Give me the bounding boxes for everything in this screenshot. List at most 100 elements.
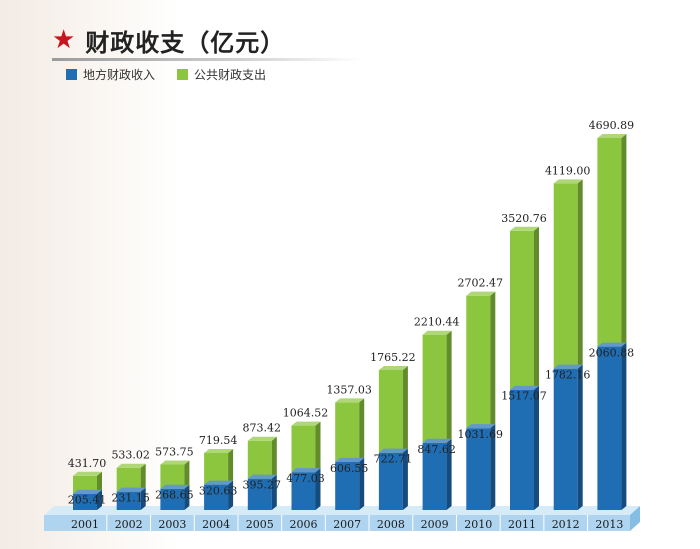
- bar-public-expenditure-2010-side: [490, 291, 496, 429]
- bar-local-revenue-2008-top: [378, 448, 408, 453]
- x-tick-2008: 2008: [377, 518, 405, 531]
- bar-public-expenditure-2013-front: [597, 138, 622, 347]
- label-public-expenditure-2008: 1765.22: [370, 351, 416, 364]
- bar-local-revenue-2011-side: [534, 385, 539, 510]
- axis-band: [44, 515, 630, 531]
- label-public-expenditure-2007: 1357.03: [326, 383, 372, 396]
- bar-local-revenue-2011-front: [510, 389, 534, 510]
- bar-local-revenue-2004-top: [204, 480, 234, 485]
- bar-public-expenditure-2003-top: [160, 460, 190, 465]
- bar-local-revenue-2004-side: [228, 480, 234, 510]
- bar-local-revenue-2001-side: [97, 489, 102, 510]
- label-public-expenditure-2006: 1064.52: [283, 407, 329, 420]
- bar-local-revenue-2008-side: [402, 448, 408, 510]
- bar-public-expenditure-2012-side: [577, 179, 583, 369]
- bar-public-expenditure-2010-front: [466, 295, 491, 429]
- bar-public-expenditure-2009-top: [422, 330, 452, 335]
- x-tick-2005: 2005: [246, 518, 274, 531]
- bar-local-revenue-2010-front: [466, 428, 491, 510]
- bar-public-expenditure-2001-top: [73, 471, 102, 476]
- bar-public-expenditure-2002-front: [116, 467, 141, 492]
- bar-public-expenditure-2004-top: [204, 448, 234, 453]
- bar-local-revenue-2006-side: [315, 468, 321, 510]
- bar-public-expenditure-2006-front: [291, 425, 316, 473]
- bar-public-expenditure-2006-side: [315, 421, 321, 473]
- axis-band-side: [630, 506, 640, 531]
- x-tick-2012: 2012: [552, 518, 580, 531]
- chart-header: ★ 财政收支（亿元）: [52, 20, 285, 60]
- bar-local-revenue-2003-top: [160, 484, 190, 489]
- label-local-revenue-2012: 1782.16: [545, 369, 591, 382]
- bar-local-revenue-2009-front: [422, 442, 447, 510]
- legend-swatch-public-expenditure: [177, 69, 189, 80]
- label-public-expenditure-2004: 719.54: [199, 434, 238, 447]
- label-public-expenditure-2011: 3520.76: [501, 212, 547, 225]
- label-local-revenue-2010: 1031.69: [458, 428, 504, 441]
- bar-public-expenditure-2012-front: [553, 183, 578, 369]
- bar-public-expenditure-2001-front: [73, 475, 97, 494]
- bar-local-revenue-2006-top: [291, 468, 321, 473]
- bar-public-expenditure-2011-side: [534, 226, 539, 390]
- legend-item-public-expenditure: 公共财政支出: [177, 66, 266, 83]
- label-public-expenditure-2005: 873.42: [243, 422, 282, 435]
- bar-public-expenditure-2012-top: [553, 179, 583, 184]
- label-local-revenue-2005: 395.27: [243, 479, 282, 492]
- label-local-revenue-2003: 268.65: [155, 489, 194, 502]
- bar-local-revenue-2009-top: [422, 438, 452, 443]
- label-local-revenue-2002: 231.15: [111, 492, 150, 505]
- title-underline: [52, 58, 362, 61]
- bar-local-revenue-2013-front: [597, 346, 622, 510]
- bar-local-revenue-2011-top: [510, 385, 539, 390]
- bar-public-expenditure-2002-top: [116, 463, 146, 468]
- x-tick-2004: 2004: [202, 518, 230, 531]
- background-wash: [0, 0, 180, 549]
- bar-public-expenditure-2004-side: [228, 448, 234, 485]
- x-tick-2013: 2013: [595, 518, 623, 531]
- bar-public-expenditure-2011-front: [510, 230, 534, 390]
- bar-public-expenditure-2008-side: [402, 366, 408, 453]
- bar-public-expenditure-2005-side: [271, 436, 277, 479]
- bar-public-expenditure-2013-side: [621, 134, 627, 347]
- bar-local-revenue-2013-side: [621, 342, 627, 510]
- bar-local-revenue-2005-side: [271, 474, 277, 510]
- legend-label-local-revenue: 地方财政收入: [83, 68, 156, 82]
- bar-local-revenue-2012-front: [553, 368, 578, 510]
- chart-title: 财政收支（亿元）: [85, 28, 286, 57]
- bar-local-revenue-2002-front: [116, 491, 141, 510]
- chart-legend: 地方财政收入 公共财政支出: [66, 66, 288, 83]
- x-tick-2002: 2002: [115, 518, 143, 531]
- label-local-revenue-2001: 205.41: [68, 494, 107, 507]
- bar-public-expenditure-2003-side: [184, 460, 190, 489]
- label-public-expenditure-2003: 573.75: [155, 446, 194, 459]
- bar-public-expenditure-2007-top: [335, 398, 365, 403]
- x-tick-2006: 2006: [290, 518, 318, 531]
- label-local-revenue-2013: 2060.88: [589, 347, 635, 360]
- legend-label-public-expenditure: 公共财政支出: [194, 68, 267, 82]
- bar-public-expenditure-2007-front: [335, 402, 360, 462]
- bar-public-expenditure-2004-front: [204, 452, 229, 485]
- bar-local-revenue-2006-front: [291, 472, 316, 510]
- x-tick-2011: 2011: [508, 518, 536, 531]
- x-tick-2007: 2007: [333, 518, 361, 531]
- bar-public-expenditure-2008-top: [378, 366, 408, 371]
- bar-local-revenue-2002-side: [140, 487, 146, 510]
- bar-local-revenue-2007-top: [335, 457, 365, 462]
- bar-local-revenue-2001-front: [73, 493, 97, 510]
- bar-public-expenditure-2013-top: [597, 134, 627, 138]
- star-icon: ★: [52, 25, 76, 55]
- bar-local-revenue-2005-top: [247, 474, 277, 479]
- x-tick-2009: 2009: [421, 518, 449, 531]
- bar-public-expenditure-2007-side: [359, 398, 365, 462]
- bar-local-revenue-2012-side: [577, 364, 583, 510]
- bar-local-revenue-2001-top: [73, 489, 102, 494]
- label-public-expenditure-2009: 2210.44: [414, 316, 460, 329]
- bar-public-expenditure-2008-front: [378, 370, 403, 453]
- label-local-revenue-2009: 847.62: [417, 443, 456, 456]
- label-local-revenue-2008: 722.71: [374, 453, 413, 466]
- bar-public-expenditure-2010-top: [466, 291, 496, 296]
- legend-swatch-local-revenue: [66, 69, 77, 80]
- x-tick-2003: 2003: [158, 518, 186, 531]
- bar-public-expenditure-2009-front: [422, 334, 447, 443]
- bar-local-revenue-2003-front: [160, 488, 185, 510]
- x-tick-2010: 2010: [464, 518, 492, 531]
